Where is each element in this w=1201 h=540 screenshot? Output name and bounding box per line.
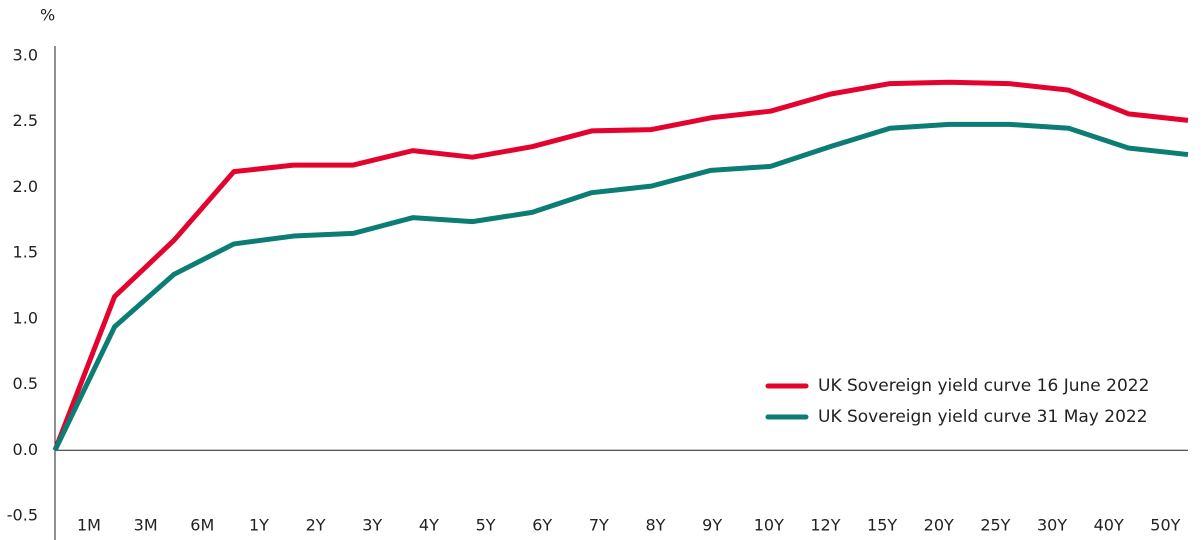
x-tick-label: 8Y bbox=[646, 516, 666, 535]
x-tick-label: 10Y bbox=[754, 516, 784, 535]
legend-label: UK Sovereign yield curve 31 May 2022 bbox=[818, 407, 1148, 427]
y-tick-label: 2.5 bbox=[13, 111, 38, 130]
x-tick-label: 3M bbox=[134, 516, 158, 535]
x-tick-label: 15Y bbox=[867, 516, 897, 535]
y-axis-label: % bbox=[40, 6, 55, 25]
y-tick-label: 0.0 bbox=[13, 440, 38, 459]
y-tick-label: -0.5 bbox=[7, 506, 38, 525]
y-tick-label: 1.0 bbox=[13, 308, 38, 327]
x-tick-label: 5Y bbox=[476, 516, 496, 535]
x-tick-label: 50Y bbox=[1150, 516, 1180, 535]
x-tick-label: 1M bbox=[77, 516, 101, 535]
y-tick-label: 2.0 bbox=[13, 177, 38, 196]
x-tick-label: 7Y bbox=[589, 516, 609, 535]
x-tick-label: 6Y bbox=[532, 516, 552, 535]
y-tick-label: 3.0 bbox=[13, 46, 38, 65]
x-tick-label: 20Y bbox=[924, 516, 954, 535]
legend-label: UK Sovereign yield curve 16 June 2022 bbox=[818, 376, 1149, 396]
y-tick-label: 1.5 bbox=[13, 243, 38, 262]
series-line bbox=[52, 79, 1189, 452]
x-tick-label: 3Y bbox=[362, 516, 382, 535]
x-tick-label: 4Y bbox=[419, 516, 439, 535]
x-tick-label: 1Y bbox=[249, 516, 269, 535]
x-tick-label: 25Y bbox=[980, 516, 1010, 535]
x-tick-label: 12Y bbox=[810, 516, 840, 535]
x-tick-label: 6M bbox=[190, 516, 214, 535]
series-line bbox=[52, 121, 1189, 452]
x-tick-label: 30Y bbox=[1037, 516, 1067, 535]
x-tick-label: 40Y bbox=[1094, 516, 1124, 535]
x-tick-label: 2Y bbox=[306, 516, 326, 535]
x-tick-label: 9Y bbox=[702, 516, 722, 535]
y-tick-label: 0.5 bbox=[13, 374, 38, 393]
